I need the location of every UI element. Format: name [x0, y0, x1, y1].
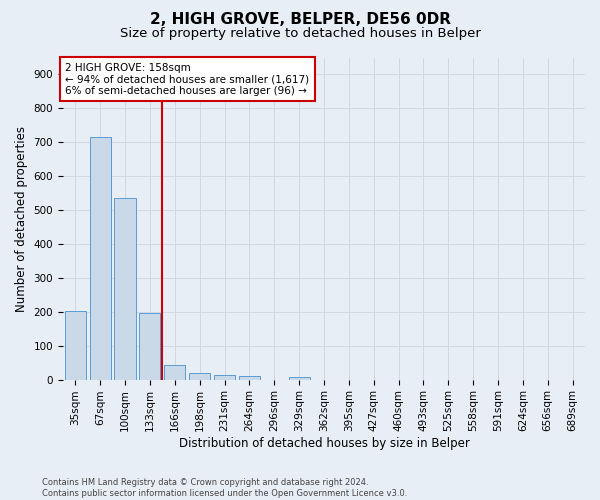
- X-axis label: Distribution of detached houses by size in Belper: Distribution of detached houses by size …: [179, 437, 469, 450]
- Text: Contains HM Land Registry data © Crown copyright and database right 2024.
Contai: Contains HM Land Registry data © Crown c…: [42, 478, 407, 498]
- Bar: [164, 364, 185, 380]
- Bar: [214, 375, 235, 380]
- Bar: [289, 376, 310, 380]
- Text: 2, HIGH GROVE, BELPER, DE56 0DR: 2, HIGH GROVE, BELPER, DE56 0DR: [149, 12, 451, 28]
- Text: 2 HIGH GROVE: 158sqm
← 94% of detached houses are smaller (1,617)
6% of semi-det: 2 HIGH GROVE: 158sqm ← 94% of detached h…: [65, 62, 310, 96]
- Bar: [89, 137, 111, 380]
- Bar: [65, 311, 86, 380]
- Bar: [115, 198, 136, 380]
- Bar: [139, 313, 160, 380]
- Bar: [189, 373, 210, 380]
- Y-axis label: Number of detached properties: Number of detached properties: [15, 126, 28, 312]
- Bar: [239, 376, 260, 380]
- Text: Size of property relative to detached houses in Belper: Size of property relative to detached ho…: [119, 28, 481, 40]
